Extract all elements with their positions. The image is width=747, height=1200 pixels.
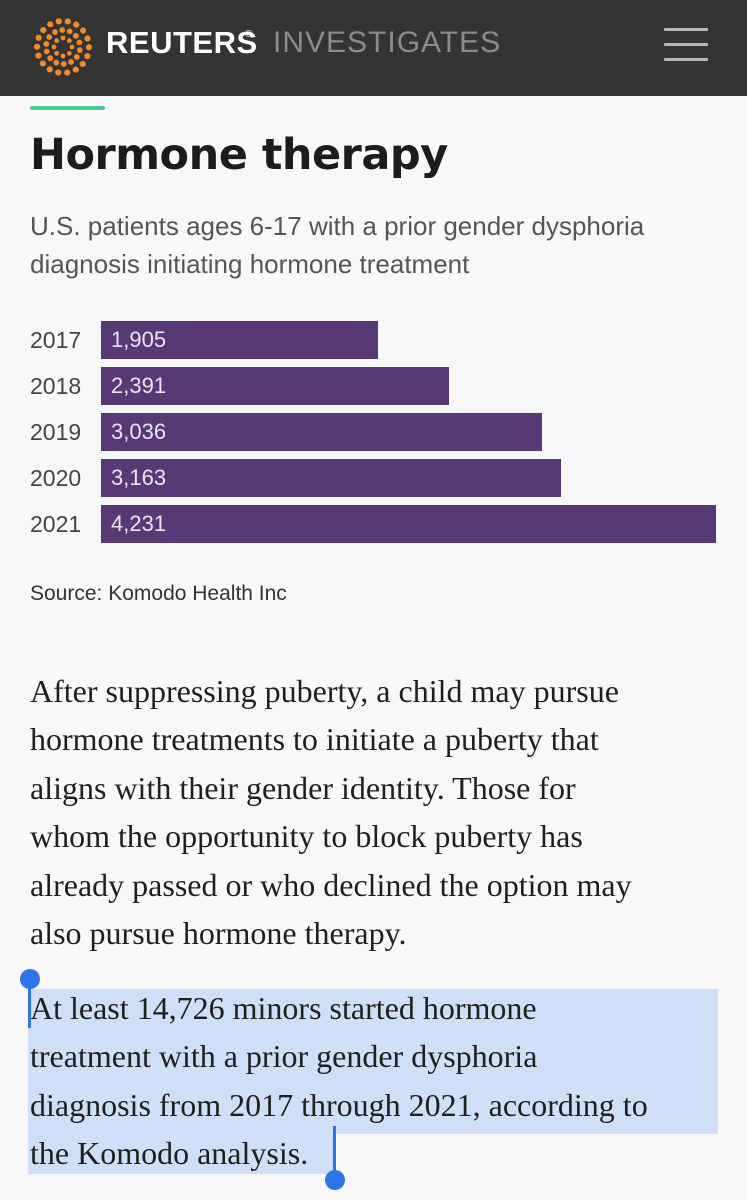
year-label: 2020 [30, 465, 82, 491]
chart-subtitle: U.S. patients ages 6-17 with a prior gen… [30, 211, 645, 279]
selection-end-handle-line [333, 1126, 336, 1174]
section-name[interactable]: INVESTIGATES [273, 26, 502, 59]
year-label: 2019 [30, 419, 82, 445]
chart-title: Hormone therapy [30, 130, 448, 180]
site-header: REUTERS ® INVESTIGATES [0, 0, 747, 96]
paragraph-line: diagnosis from 2017 through 2021, accord… [30, 1086, 648, 1123]
selection-start-handle-line [28, 980, 31, 1028]
bar [101, 505, 716, 543]
text-selection-highlight [28, 989, 718, 1134]
bar [101, 367, 449, 405]
year-label: 2018 [30, 373, 82, 399]
year-label: 2017 [30, 327, 82, 353]
bar-value-label: 2,391 [111, 373, 167, 398]
article-paragraph-2[interactable]: At least 14,726 minors started hormone t… [30, 984, 730, 1178]
text-selection-highlight [28, 1134, 336, 1174]
bar [101, 321, 378, 359]
hamburger-menu-icon[interactable] [660, 22, 712, 66]
selection-end-handle[interactable] [325, 1170, 345, 1190]
paragraph-line: also pursue hormone therapy. [30, 915, 407, 952]
bar [101, 413, 542, 451]
bar-chart: 2017 1,905 2018 2,391 2019 3,036 2020 3,163 2021… [0, 318, 747, 548]
paragraph-line: treatment with a prior gender dysphoria [30, 1038, 538, 1075]
title-accent-line [30, 106, 105, 110]
paragraph-line: already passed or who declined the optio… [30, 866, 632, 903]
bar-value-label: 3,036 [111, 419, 167, 444]
article-paragraph-1: After suppressing puberty, a child may p… [30, 667, 730, 957]
selection-start-handle[interactable] [20, 969, 40, 989]
paragraph-line: At least 14,726 minors started hormone [30, 990, 537, 1026]
chart-source: Source: Komodo Health Inc [30, 582, 287, 605]
reuters-logo-icon[interactable] [30, 14, 96, 80]
paragraph-line: aligns with their gender identity. Those… [30, 769, 576, 806]
paragraph-line: whom the opportunity to block puberty ha… [30, 818, 583, 855]
bar-value-label: 4,231 [111, 511, 167, 536]
bar [101, 459, 561, 497]
registered-mark: ® [245, 29, 253, 40]
brand-name[interactable]: REUTERS [106, 25, 258, 60]
bar-value-label: 3,163 [111, 465, 167, 490]
paragraph-line: the Komodo analysis. [30, 1135, 309, 1172]
paragraph-line: After suppressing puberty, a child may p… [30, 673, 619, 709]
paragraph-line: hormone treatments to initiate a puberty… [30, 721, 599, 758]
year-label: 2021 [30, 511, 82, 537]
bar-value-label: 1,905 [111, 327, 167, 352]
